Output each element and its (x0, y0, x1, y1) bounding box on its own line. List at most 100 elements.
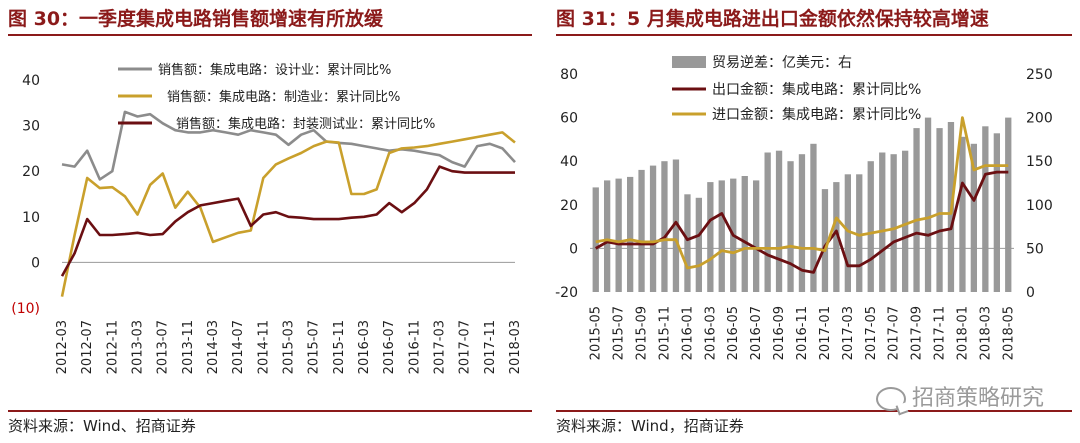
x-tick-label: 2014-03 (206, 320, 221, 374)
series-line-1 (61, 110, 516, 181)
trade-deficit-bar (844, 174, 851, 292)
x-tick-label: 2018-03 (508, 320, 523, 374)
series-line-1 (595, 170, 1009, 274)
x-tick-label: 2018-03 (978, 306, 993, 360)
y-tick-label: 0 (31, 255, 40, 271)
left-source-rule (8, 410, 532, 412)
x-tick-label: 2015-05 (589, 306, 604, 360)
series-line-2 (60, 131, 516, 297)
trade-deficit-bar (936, 128, 943, 292)
right-y-tick-label: 150 (1026, 154, 1053, 170)
right-y-tick-label: 100 (1026, 198, 1053, 214)
x-tick-label: 2015-09 (635, 306, 650, 360)
right-figure-panel: 图 31：5 月集成电路进出口金额依然保持较高增速 80 60 40 20 0 -20 25… (548, 0, 1080, 443)
watermark-text: 招商策略研究 (911, 386, 1044, 411)
trade-deficit-bar (661, 161, 668, 292)
x-tick-label: 2017-11 (483, 320, 498, 374)
left-title-rule (8, 34, 532, 36)
right-y-tick-label: 50 (1026, 241, 1044, 257)
left-source-note: 资料来源：Wind、招商证券 (8, 417, 196, 435)
x-tick-label: 2012-07 (80, 320, 95, 374)
right-source-note: 资料来源：Wind，招商证券 (556, 417, 744, 435)
left-y-tick-label: 20 (560, 198, 578, 214)
x-tick-label: 2016-03 (703, 306, 718, 360)
trade-deficit-bar (638, 169, 645, 292)
x-tick-label: 2017-11 (933, 306, 948, 360)
x-tick-label: 2017-05 (864, 306, 879, 360)
wechat-icon (875, 387, 906, 411)
x-tick-label: 2015-11 (657, 306, 672, 360)
trade-deficit-bar (753, 180, 760, 292)
x-tick-label: 2017-03 (433, 320, 448, 374)
left-y-tick-label: 0 (569, 241, 578, 257)
x-tick-label: 2017-03 (841, 306, 856, 360)
right-source-rule (556, 410, 1072, 412)
left-figure-panel: 图 30：一季度集成电路销售额增速有所放缓 40 30 20 10 0 (10) 2012-… (8, 8, 532, 435)
x-tick-label: 2012-03 (55, 320, 70, 374)
x-tick-label: 2016-01 (680, 306, 695, 360)
legend-label: 出口金额：集成电路：累计同比% (712, 81, 921, 98)
series-line-3 (60, 165, 515, 277)
trade-deficit-bar (775, 150, 783, 292)
trade-deficit-bar (741, 176, 748, 292)
trade-deficit-bar (902, 150, 909, 292)
trade-deficit-bar (764, 152, 771, 292)
trade-deficit-bar (970, 143, 977, 292)
y-tick-label: 30 (22, 119, 40, 135)
x-tick-label: 2013-07 (156, 320, 171, 374)
trade-deficit-bar (798, 154, 806, 292)
x-tick-label: 2016-07 (749, 306, 764, 360)
trade-deficit-bar (913, 128, 920, 292)
left-y-tick-label: 60 (560, 111, 578, 127)
x-tick-label: 2015-11 (332, 320, 347, 374)
trade-deficit-bar (718, 180, 725, 292)
x-tick-label: 2016-03 (357, 320, 372, 374)
left-figure-title: 图 30：一季度集成电路销售额增速有所放缓 (8, 8, 384, 30)
trade-deficit-bar (684, 194, 691, 292)
right-y-tick-label: 0 (1026, 285, 1035, 301)
x-tick-label: 2017-09 (910, 306, 925, 360)
trade-deficit-bar (959, 136, 966, 292)
right-y-tick-label: 250 (1026, 67, 1053, 83)
legend-label: 销售额：集成电路：设计业：累计同比% (158, 62, 391, 78)
x-tick-label: 2017-07 (458, 320, 473, 374)
y-tick-label: 20 (22, 164, 40, 180)
x-tick-label: 2016-11 (407, 320, 422, 374)
trade-deficit-bar (879, 152, 886, 292)
x-tick-label: 2017-07 (887, 306, 902, 360)
trade-deficit-bar (833, 182, 840, 292)
left-y-tick-label: 80 (560, 67, 578, 83)
x-tick-label: 2012-11 (105, 320, 120, 374)
trade-deficit-bar (821, 189, 829, 292)
x-tick-label: 2014-07 (231, 320, 246, 374)
x-tick-label: 2018-05 (1001, 306, 1016, 360)
trade-deficit-bar (993, 133, 1000, 292)
x-tick-label: 2014-11 (256, 320, 271, 374)
legend-label: 进口金额：集成电路：累计同比% (712, 106, 921, 123)
trade-deficit-bar (649, 165, 657, 292)
right-figure-title: 图 31：5 月集成电路进出口金额依然保持较高增速 (556, 8, 989, 30)
y-tick-label: (10) (11, 301, 40, 317)
x-tick-label: 2013-03 (131, 320, 146, 374)
x-tick-label: 2015-03 (282, 320, 297, 374)
left-y-tick-label: -20 (555, 285, 578, 301)
x-tick-label: 2015-07 (612, 306, 627, 360)
x-tick-label: 2016-09 (772, 306, 787, 360)
x-tick-label: 2015-07 (307, 320, 322, 374)
x-tick-label: 2018-01 (955, 306, 970, 360)
left-y-tick-label: 40 (560, 154, 578, 170)
trade-deficit-bar (787, 161, 794, 292)
x-tick-label: 2016-07 (382, 320, 397, 374)
trade-deficit-bar (867, 161, 874, 292)
trade-deficit-bar (890, 154, 897, 292)
legend-label: 销售额：集成电路：制造业：累计同比% (167, 89, 400, 105)
watermark: 招商策略研究 (875, 380, 1044, 412)
trade-deficit-bar (592, 187, 599, 292)
trade-deficit-bar (856, 174, 863, 292)
x-tick-label: 2013-11 (181, 320, 196, 374)
trade-deficit-bar (695, 197, 702, 292)
right-y-tick-label: 200 (1026, 111, 1053, 127)
x-tick-label: 2016-05 (726, 306, 741, 360)
x-tick-label: 2016-11 (795, 306, 810, 360)
